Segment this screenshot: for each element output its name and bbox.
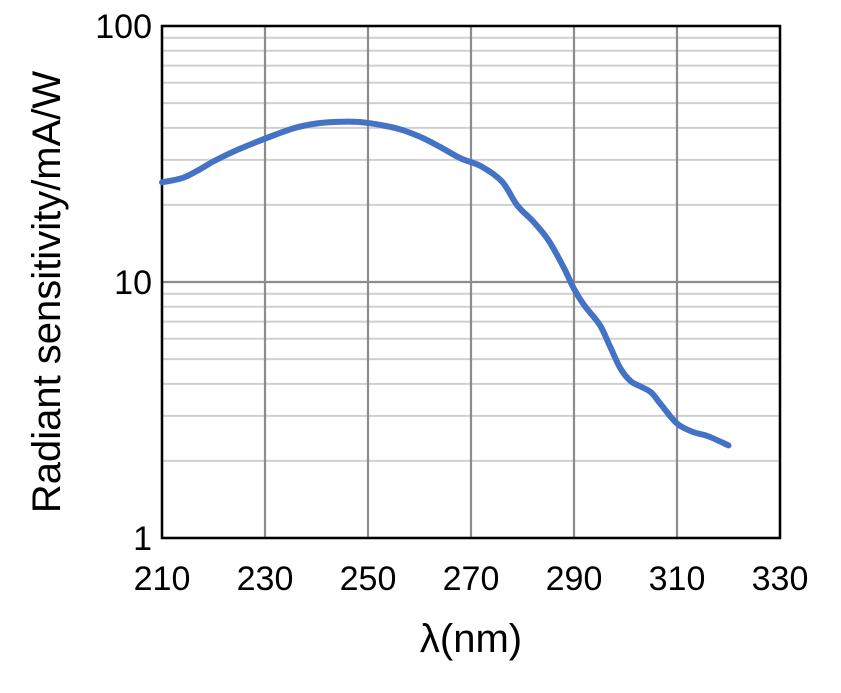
plot-frame bbox=[160, 24, 782, 540]
x-tick-label: 210 bbox=[134, 560, 191, 598]
y-tick-label: 100 bbox=[95, 8, 152, 46]
y-tick-label: 10 bbox=[114, 264, 152, 302]
y-tick-labels: 1 10 100 bbox=[95, 8, 152, 558]
x-tick-label: 310 bbox=[649, 560, 706, 598]
y-axis-title: Radiant sensitivity/mA/W bbox=[25, 71, 69, 514]
x-tick-label: 270 bbox=[443, 560, 500, 598]
x-axis-title: λ(nm) bbox=[420, 617, 522, 661]
x-tick-label: 290 bbox=[546, 560, 603, 598]
x-tick-label: 330 bbox=[752, 560, 809, 598]
x-tick-label: 250 bbox=[340, 560, 397, 598]
x-tick-label: 230 bbox=[237, 560, 294, 598]
y-tick-label: 1 bbox=[133, 520, 152, 558]
x-tick-labels: 210 230 250 270 290 310 330 bbox=[134, 560, 809, 598]
sensitivity-curve bbox=[159, 118, 732, 449]
